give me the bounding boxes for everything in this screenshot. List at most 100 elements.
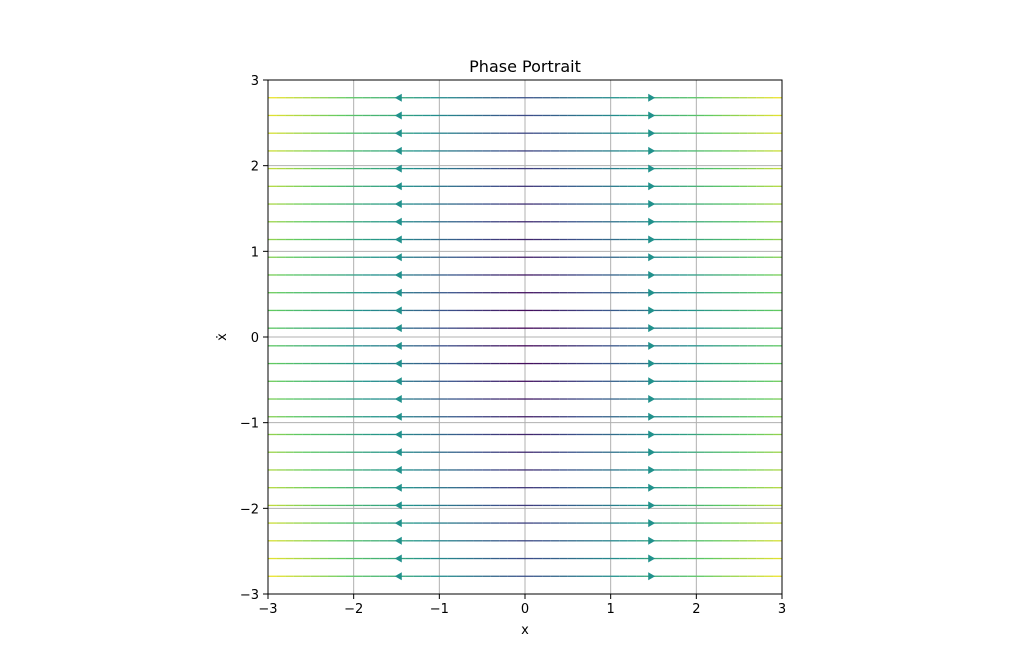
streamline-arrow bbox=[648, 377, 656, 386]
streamline bbox=[268, 359, 782, 368]
streamline-arrow bbox=[648, 536, 656, 545]
streamline bbox=[268, 306, 782, 315]
streamline bbox=[268, 341, 782, 350]
x-axis-ticks: −3 −2 −1 0 1 2 3 bbox=[258, 594, 786, 617]
streamline-arrow bbox=[648, 572, 656, 581]
y-tick-label: −1 bbox=[240, 417, 259, 432]
streamline bbox=[268, 270, 782, 279]
y-tick-label: 1 bbox=[251, 245, 259, 260]
streamline bbox=[268, 111, 782, 120]
x-tick-label: −2 bbox=[344, 602, 363, 617]
streamline-arrow bbox=[394, 377, 402, 386]
streamline bbox=[268, 483, 782, 492]
streamlines bbox=[268, 93, 782, 581]
streamline bbox=[268, 288, 782, 297]
streamline bbox=[268, 235, 782, 244]
streamline-arrow bbox=[394, 395, 402, 404]
streamline-arrow bbox=[648, 200, 656, 209]
streamline-arrow bbox=[394, 146, 402, 155]
streamline bbox=[268, 519, 782, 528]
streamline bbox=[268, 501, 782, 510]
x-tick-label: −3 bbox=[258, 602, 277, 617]
streamline-arrow bbox=[648, 359, 656, 368]
streamline bbox=[268, 129, 782, 138]
streamline-arrow bbox=[394, 536, 402, 545]
streamline-arrow bbox=[648, 465, 656, 474]
x-tick-label: −1 bbox=[430, 602, 449, 617]
x-axis-label: x bbox=[521, 623, 529, 638]
streamline-arrow bbox=[648, 217, 656, 226]
streamline-arrow bbox=[394, 554, 402, 563]
streamline bbox=[268, 536, 782, 545]
streamline-arrow bbox=[394, 164, 402, 173]
streamline-arrow bbox=[648, 395, 656, 404]
x-tick-label: 2 bbox=[692, 602, 700, 617]
streamline-arrow bbox=[394, 129, 402, 138]
y-tick-label: 3 bbox=[251, 74, 259, 89]
streamline-arrow bbox=[394, 200, 402, 209]
streamline bbox=[268, 164, 782, 173]
streamline-arrow bbox=[394, 519, 402, 528]
streamline-arrow bbox=[394, 111, 402, 120]
streamline-arrow bbox=[648, 288, 656, 297]
streamline-arrow bbox=[394, 253, 402, 262]
streamline bbox=[268, 430, 782, 439]
streamline-arrow bbox=[394, 412, 402, 421]
streamline-arrow bbox=[648, 306, 656, 315]
streamline-arrow bbox=[648, 483, 656, 492]
streamline-arrow bbox=[394, 288, 402, 297]
streamline bbox=[268, 412, 782, 421]
streamline-arrow bbox=[648, 253, 656, 262]
streamline bbox=[268, 572, 782, 581]
streamline-arrow bbox=[394, 448, 402, 457]
streamline-arrow bbox=[394, 324, 402, 333]
streamline-arrow bbox=[648, 129, 656, 138]
y-tick-label: 2 bbox=[251, 160, 259, 175]
streamline-arrow bbox=[648, 448, 656, 457]
streamline-arrow bbox=[394, 235, 402, 244]
streamline-arrow bbox=[394, 465, 402, 474]
y-axis-label: ẋ bbox=[215, 333, 230, 341]
streamline-arrow bbox=[648, 554, 656, 563]
streamline-arrow bbox=[394, 483, 402, 492]
streamline-arrow bbox=[394, 501, 402, 510]
streamline-arrow bbox=[394, 341, 402, 350]
x-tick-label: 0 bbox=[521, 602, 529, 617]
streamline-arrow bbox=[648, 324, 656, 333]
streamline-arrow bbox=[648, 111, 656, 120]
streamline-arrow bbox=[394, 182, 402, 191]
streamline-arrow bbox=[648, 182, 656, 191]
streamline bbox=[268, 465, 782, 474]
streamline-arrow bbox=[394, 306, 402, 315]
streamline bbox=[268, 146, 782, 155]
streamline-arrow bbox=[648, 164, 656, 173]
streamline-arrow bbox=[648, 146, 656, 155]
streamline-arrow bbox=[648, 270, 656, 279]
streamline bbox=[268, 253, 782, 262]
streamline-arrow bbox=[394, 217, 402, 226]
chart-title: Phase Portrait bbox=[469, 57, 581, 76]
streamline-arrow bbox=[648, 93, 656, 102]
streamline bbox=[268, 554, 782, 563]
streamline-arrow bbox=[648, 235, 656, 244]
streamline-arrow bbox=[394, 572, 402, 581]
streamline bbox=[268, 182, 782, 191]
streamline-arrow bbox=[648, 501, 656, 510]
streamline-arrow bbox=[394, 430, 402, 439]
streamline bbox=[268, 324, 782, 333]
y-axis-ticks: −3 −2 −1 0 1 2 3 bbox=[240, 74, 268, 603]
streamline-arrow bbox=[394, 93, 402, 102]
x-tick-label: 3 bbox=[778, 602, 786, 617]
streamline bbox=[268, 377, 782, 386]
y-tick-label: −2 bbox=[240, 502, 259, 517]
streamline-arrow bbox=[648, 519, 656, 528]
streamline bbox=[268, 93, 782, 102]
streamline bbox=[268, 200, 782, 209]
streamline-arrow bbox=[648, 430, 656, 439]
x-tick-label: 1 bbox=[607, 602, 615, 617]
streamline bbox=[268, 217, 782, 226]
streamline bbox=[268, 395, 782, 404]
streamline-arrow bbox=[648, 412, 656, 421]
y-tick-label: −3 bbox=[240, 588, 259, 603]
